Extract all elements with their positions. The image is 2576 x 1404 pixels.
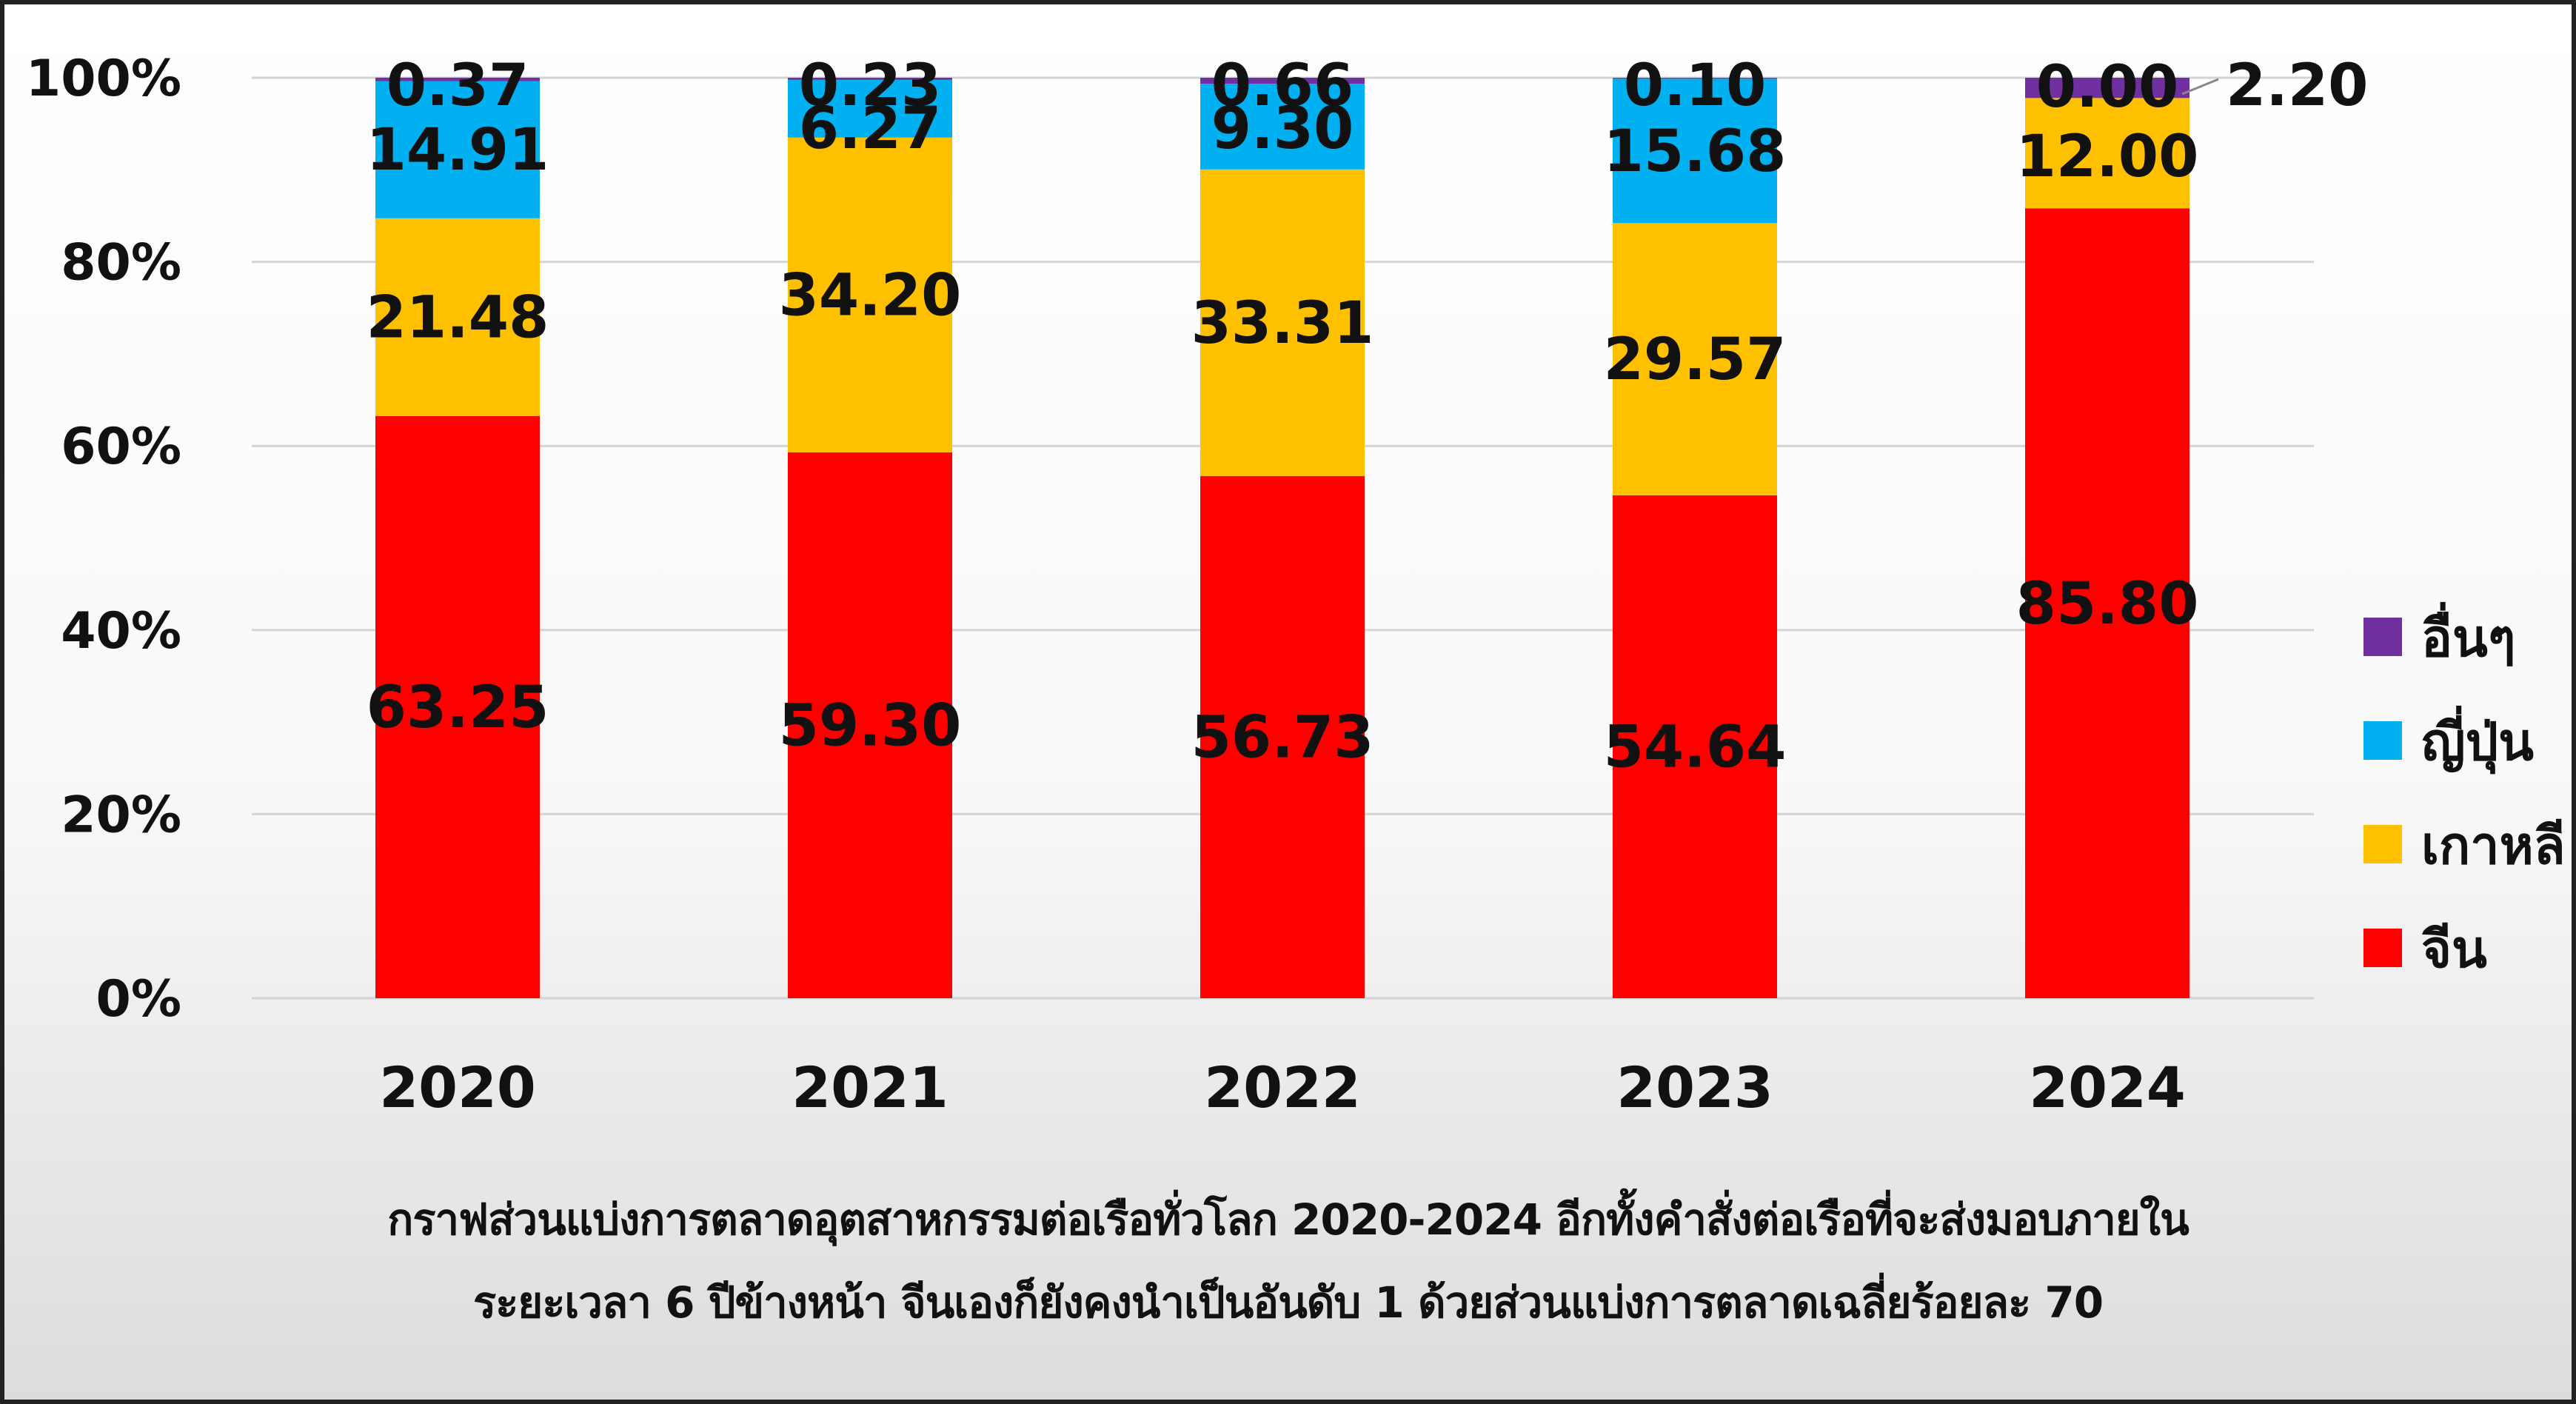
data-label: 85.80 — [2016, 571, 2199, 638]
y-tick-label: 40% — [61, 602, 181, 661]
bar-segment — [788, 78, 952, 80]
data-label: 63.25 — [367, 675, 549, 741]
legend-swatch — [2363, 618, 2402, 656]
legend-label: ญี่ปุ่น — [2421, 705, 2534, 775]
data-label: 6.27 — [799, 96, 941, 162]
data-label: 34.20 — [779, 262, 962, 329]
caption-line-1: กราฟส่วนแบ่งการตลาดอุตสาหกรรมต่อเรือทั่ว… — [387, 1194, 2189, 1245]
leader-line — [2181, 78, 2219, 96]
bar-segment — [1200, 84, 1365, 170]
bar-segment — [1613, 223, 1777, 495]
x-tick-label: 2020 — [379, 1054, 536, 1120]
data-label: 0.66 — [1211, 53, 1354, 119]
data-label: 15.68 — [1604, 118, 1787, 185]
bar-segment — [788, 452, 952, 998]
bar-segment — [2025, 78, 2189, 98]
x-tick-label: 2023 — [1616, 1054, 1773, 1120]
caption-line-2: ระยะเวลา 6 ปีข้างหน้า จีนเองก็ยังคงนำเป็… — [472, 1277, 2104, 1328]
data-label: 0.00 — [2036, 54, 2178, 121]
data-label: 29.57 — [1604, 327, 1787, 393]
legend-swatch — [2363, 825, 2402, 863]
bar-segment — [375, 81, 540, 218]
data-label: 12.00 — [2016, 124, 2199, 190]
y-tick-label: 100% — [26, 50, 181, 108]
bar-segment — [375, 415, 540, 998]
data-label: 0.37 — [387, 53, 529, 119]
legend-label: จีน — [2421, 919, 2487, 980]
bar-segment — [1200, 78, 1365, 84]
data-label: 0.10 — [1624, 53, 1766, 119]
bar-segment — [2025, 98, 2189, 209]
bar-segment — [1613, 78, 1777, 224]
legend-swatch — [2363, 721, 2402, 760]
data-label: 54.64 — [1604, 714, 1787, 780]
y-tick-label: 80% — [61, 234, 181, 292]
bar-segment — [375, 218, 540, 416]
legend-label: อื่นๆ — [2421, 601, 2516, 669]
y-tick-label: 60% — [61, 418, 181, 476]
data-label: 9.30 — [1211, 96, 1354, 162]
bar-segment — [1200, 169, 1365, 476]
legend-label: เกาหลี — [2421, 815, 2566, 876]
data-label: 21.48 — [367, 284, 549, 351]
x-tick-label: 2021 — [792, 1054, 949, 1120]
bar-segment — [788, 137, 952, 452]
data-label: 33.31 — [1191, 290, 1374, 357]
y-tick-label: 20% — [61, 786, 181, 844]
data-label: 2.20 — [2226, 53, 2368, 119]
legend-swatch — [2363, 929, 2402, 967]
data-label: 56.73 — [1191, 704, 1374, 771]
x-tick-label: 2022 — [1204, 1054, 1361, 1120]
y-tick-label: 0% — [96, 970, 181, 1029]
data-label: 0.23 — [799, 53, 941, 119]
bar-segment — [2025, 208, 2189, 999]
data-label: 59.30 — [779, 692, 962, 759]
data-label: 14.91 — [367, 117, 549, 184]
x-tick-label: 2024 — [2029, 1054, 2186, 1120]
bar-segment — [375, 77, 540, 81]
bar-segment — [1613, 495, 1777, 998]
bar-segment — [1200, 475, 1365, 998]
bar-segment — [788, 79, 952, 138]
stacked-bar-chart: 0% 20% 40% 60% 80% 100% 2020 2021 2022 2023 2024 63… — [26, 50, 2566, 1120]
